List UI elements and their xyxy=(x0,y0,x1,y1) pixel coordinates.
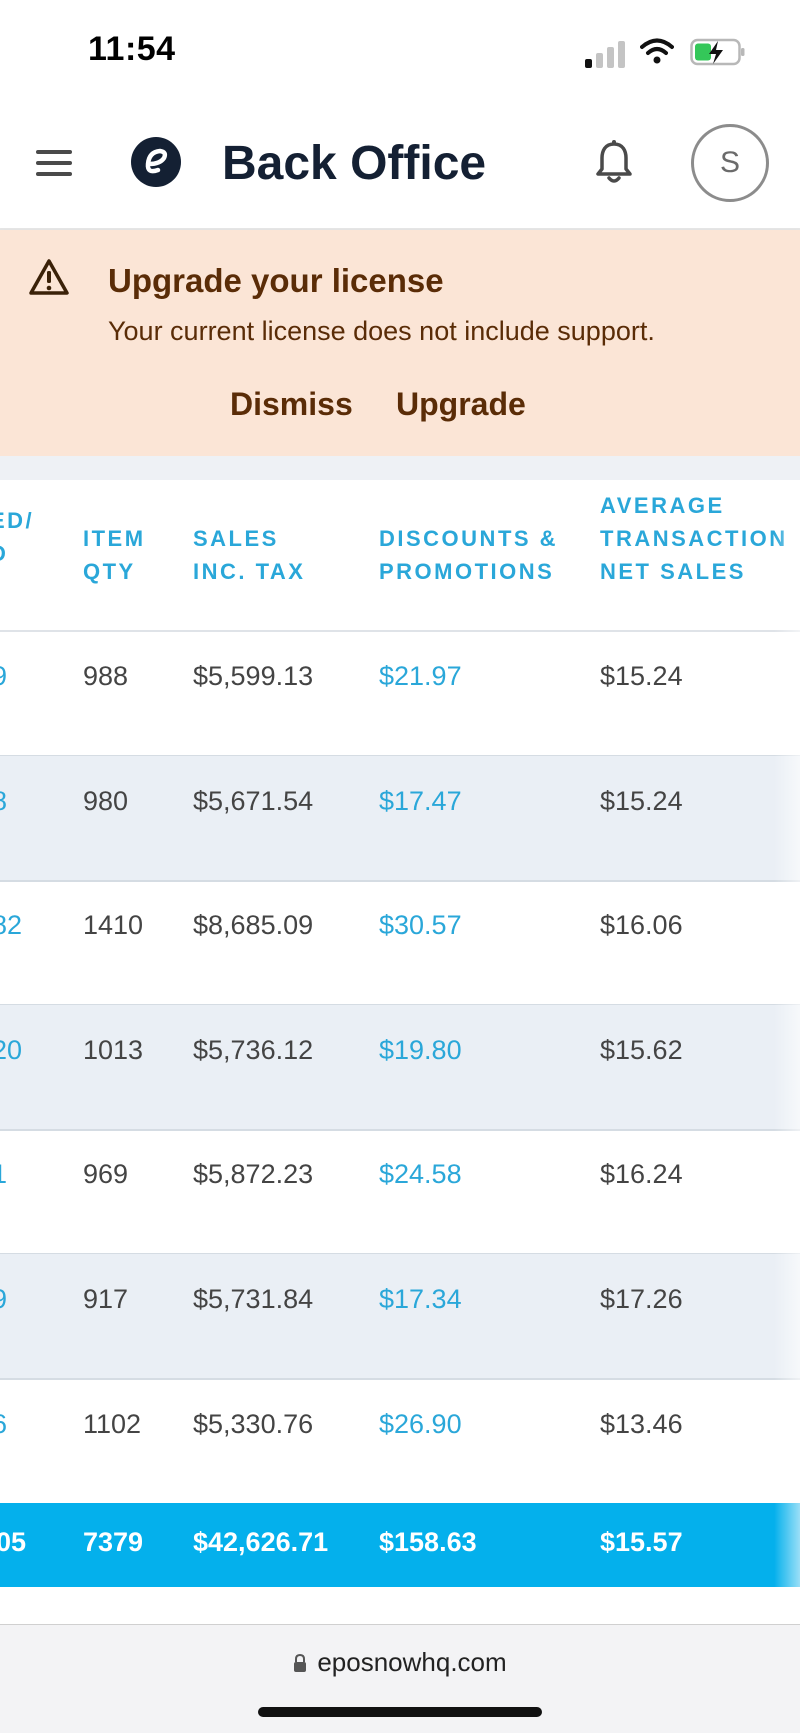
url-display[interactable]: eposnowhq.com xyxy=(0,1647,800,1678)
cell-discounts-promotions[interactable]: $30.57 xyxy=(379,910,462,941)
column-header-sales-inc-tax[interactable]: SALES INC. TAX xyxy=(193,526,306,584)
cell-discounts-promotions[interactable]: $17.47 xyxy=(379,785,462,816)
user-avatar[interactable]: S xyxy=(691,124,769,202)
cell-item-qty: 980 xyxy=(83,785,129,816)
epos-now-logo xyxy=(131,137,181,187)
table-row[interactable]: 9 988 $5,599.13 $21.97 $15.24 xyxy=(0,631,800,757)
dismiss-button[interactable]: Dismiss xyxy=(230,386,353,422)
cell-item-qty: 1102 xyxy=(83,1408,142,1439)
total-cell: $158.63 xyxy=(379,1527,477,1557)
table-total-row: 05 7379 $42,626.71 $158.63 $15.57 xyxy=(0,1503,800,1587)
cell-discounts-promotions[interactable]: $24.58 xyxy=(379,1159,462,1190)
total-cell: 05 xyxy=(0,1527,27,1557)
total-cell: $15.57 xyxy=(600,1527,683,1557)
cell-item-qty: 917 xyxy=(83,1284,129,1314)
upgrade-button[interactable]: Upgrade xyxy=(396,386,526,422)
cell-cut-off[interactable]: 8 xyxy=(0,786,7,817)
table-header: ED/ D ITEM QTY SALES INC. TAX DISCOUNTS … xyxy=(0,480,800,632)
section-gap xyxy=(0,456,800,480)
table-row[interactable]: 1 969 $5,872.23 $24.58 $16.24 xyxy=(0,1129,800,1256)
table-row[interactable]: 9 917 $5,731.84 $17.34 $17.26 xyxy=(0,1254,800,1380)
warning-icon xyxy=(29,259,69,295)
total-cell: $42,626.71 xyxy=(193,1527,329,1557)
url-text: eposnowhq.com xyxy=(317,1647,507,1677)
cell-item-qty: 988 xyxy=(83,661,129,691)
cell-cut-off[interactable]: 82 xyxy=(0,910,23,941)
cell-avg-transaction-net-sales: $15.24 xyxy=(600,785,683,816)
cell-avg-transaction-net-sales: $16.06 xyxy=(600,910,683,941)
cell-item-qty: 969 xyxy=(83,1159,129,1190)
column-header-average-transaction-net-sales[interactable]: AVERAGE TRANSACTION NET SALES xyxy=(600,493,788,584)
browser-address-bar[interactable]: eposnowhq.com xyxy=(0,1624,800,1733)
cell-cut-off[interactable]: 9 xyxy=(0,1284,7,1315)
cell-sales-inc-tax: $5,731.84 xyxy=(193,1284,314,1314)
home-indicator[interactable] xyxy=(258,1707,542,1717)
cell-item-qty: 1013 xyxy=(83,1034,144,1065)
banner-message: Your current license does not include su… xyxy=(108,316,655,346)
cell-discounts-promotions[interactable]: $17.34 xyxy=(379,1284,462,1314)
battery-charging-icon xyxy=(690,38,745,66)
cell-avg-transaction-net-sales: $13.46 xyxy=(600,1408,683,1439)
cell-avg-transaction-net-sales: $15.62 xyxy=(600,1034,683,1065)
column-header-discounts-promotions[interactable]: DISCOUNTS & PROMOTIONS xyxy=(379,526,559,584)
banner-title: Upgrade your license xyxy=(108,262,444,299)
status-time: 11:54 xyxy=(88,30,176,68)
cellular-signal-icon xyxy=(585,40,627,68)
cell-cut-off[interactable]: 9 xyxy=(0,661,7,692)
cell-sales-inc-tax: $5,736.12 xyxy=(193,1034,314,1065)
column-header-cut-off[interactable]: ED/ D xyxy=(0,508,35,566)
cell-discounts-promotions[interactable]: $19.80 xyxy=(379,1034,462,1065)
table-row[interactable]: 8 980 $5,671.54 $17.47 $15.24 xyxy=(0,755,800,882)
cell-item-qty: 1410 xyxy=(83,910,144,941)
cell-cut-off[interactable]: 20 xyxy=(0,1034,23,1065)
cell-sales-inc-tax: $8,685.09 xyxy=(193,910,314,941)
wifi-icon xyxy=(640,38,674,64)
app-header: Back Office S xyxy=(0,100,800,230)
cell-discounts-promotions[interactable]: $21.97 xyxy=(379,661,462,691)
sales-table[interactable]: ED/ D ITEM QTY SALES INC. TAX DISCOUNTS … xyxy=(0,480,800,1590)
upgrade-license-banner: Upgrade your license Your current licens… xyxy=(0,230,800,456)
table-row[interactable]: 6 1102 $5,330.76 $26.90 $13.46 xyxy=(0,1379,800,1505)
hamburger-menu-icon[interactable] xyxy=(34,148,74,178)
cell-avg-transaction-net-sales: $15.24 xyxy=(600,661,683,691)
column-header-item-qty[interactable]: ITEM QTY xyxy=(83,526,146,584)
cell-avg-transaction-net-sales: $17.26 xyxy=(600,1284,683,1314)
cell-cut-off[interactable]: 1 xyxy=(0,1159,7,1190)
table-row[interactable]: 20 1013 $5,736.12 $19.80 $15.62 xyxy=(0,1004,800,1131)
cell-sales-inc-tax: $5,330.76 xyxy=(193,1408,314,1439)
cell-cut-off[interactable]: 6 xyxy=(0,1409,7,1440)
cell-avg-transaction-net-sales: $16.24 xyxy=(600,1159,683,1190)
cell-sales-inc-tax: $5,872.23 xyxy=(193,1159,314,1190)
notification-bell-icon[interactable] xyxy=(594,140,634,186)
status-bar: 11:54 xyxy=(0,0,800,100)
total-cell: 7379 xyxy=(83,1527,144,1557)
cell-discounts-promotions[interactable]: $26.90 xyxy=(379,1408,462,1439)
lock-icon xyxy=(294,1654,307,1672)
cell-sales-inc-tax: $5,599.13 xyxy=(193,661,314,691)
table-row[interactable]: 82 1410 $8,685.09 $30.57 $16.06 xyxy=(0,880,800,1007)
cell-sales-inc-tax: $5,671.54 xyxy=(193,785,314,816)
app-title: Back Office xyxy=(222,137,487,190)
